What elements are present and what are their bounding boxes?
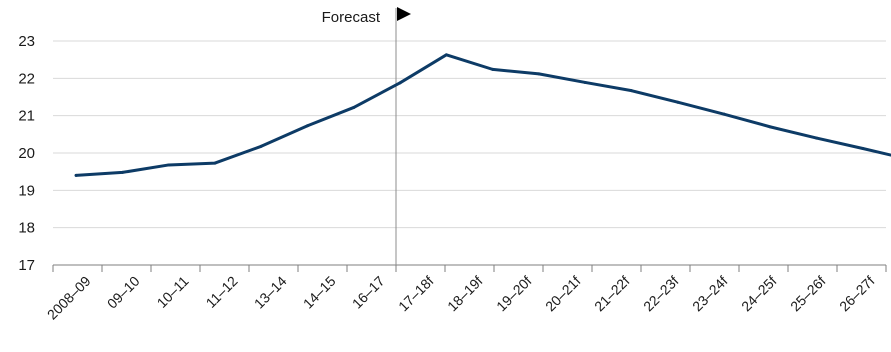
series-line [74, 53, 891, 177]
x-tick-label: 10–11 [154, 273, 192, 311]
data-point [676, 100, 680, 104]
x-tick-label: 14–15 [300, 273, 339, 312]
y-axis-ticks: 17 18 19 20 21 22 23 [18, 33, 35, 274]
data-point [398, 81, 402, 85]
forecast-arrow-icon [397, 7, 411, 21]
y-tick-label: 21 [18, 108, 35, 125]
x-tick-label: 25–26f [787, 273, 829, 315]
data-point [352, 105, 356, 109]
forecast-label: Forecast [322, 9, 381, 26]
y-tick-label: 22 [18, 70, 35, 87]
x-tick-label: 11–12 [203, 273, 241, 311]
x-tick-label: 16–17 [349, 273, 388, 312]
x-tick-label: 09–10 [104, 273, 143, 312]
forecast-annotation: Forecast [322, 7, 411, 265]
data-point [213, 161, 217, 165]
x-axis: 2008–09 09–10 10–11 11–12 13–14 14–15 16–17 17–… [44, 264, 887, 323]
x-tick-label: 21–22f [591, 273, 633, 315]
gridlines [53, 40, 886, 229]
x-tick-label: 20–21f [542, 273, 584, 315]
data-point [861, 147, 865, 151]
x-tick-label: 23–24f [689, 273, 731, 315]
x-tick-label: 13–14 [251, 273, 290, 312]
data-point [815, 136, 819, 140]
series-group [74, 53, 891, 177]
y-tick-label: 18 [18, 220, 35, 237]
data-point [537, 72, 541, 76]
data-point [306, 124, 310, 128]
x-tick-label: 22–23f [640, 273, 682, 315]
data-point [629, 89, 633, 93]
y-tick-label: 23 [18, 33, 35, 50]
data-point [444, 53, 448, 57]
data-point [259, 144, 263, 148]
data-point [74, 173, 78, 177]
data-point [167, 163, 171, 167]
x-tick-label: 17–18f [395, 273, 437, 315]
x-tick-label: 18–19f [444, 273, 486, 315]
x-tick-label: 26–27f [836, 273, 878, 315]
y-tick-label: 17 [18, 257, 35, 274]
x-tick-label: 24–25f [738, 273, 780, 315]
x-tick-label: 2008–09 [44, 273, 94, 323]
data-point [583, 80, 587, 84]
data-point [722, 112, 726, 116]
data-point [491, 67, 495, 71]
data-point [768, 125, 772, 129]
y-tick-label: 20 [18, 145, 35, 162]
y-tick-label: 19 [18, 182, 35, 199]
x-tick-label: 19–20f [493, 273, 535, 315]
data-point [120, 170, 124, 174]
